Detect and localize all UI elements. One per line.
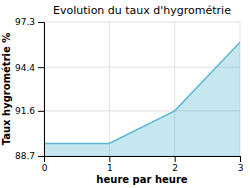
tick: 88.7	[15, 151, 44, 161]
tick-label: 2	[172, 163, 178, 173]
tick-label: 88.7	[15, 151, 35, 161]
grid	[44, 22, 240, 156]
area	[44, 42, 240, 156]
x-axis: 0 1 2 3	[42, 156, 244, 173]
plot: 0 1 2 3 88.7 91.6 94.4 97.3	[15, 17, 243, 173]
tick-label: 3	[238, 163, 244, 173]
marks	[44, 42, 240, 156]
axis-line	[38, 23, 45, 157]
tick: 1	[107, 156, 113, 173]
grid-line-y	[44, 22, 240, 23]
chart-svg: 0 1 2 3 88.7 91.6 94.4 97.3 Evolution du taux d'…	[0, 0, 250, 188]
tick-mark	[109, 156, 110, 162]
y-axis: 88.7 91.6 94.4 97.3	[15, 17, 45, 161]
tick: 3	[238, 156, 244, 173]
tick-mark	[38, 22, 44, 23]
tick-mark	[240, 156, 241, 162]
x-axis-title: heure par heure	[96, 174, 187, 185]
y-axis-title: Taux hygrométrie %	[1, 33, 12, 146]
grid-line-x	[109, 22, 110, 156]
tick: 0	[42, 156, 48, 173]
title: Evolution du taux d'hygrométrie	[53, 4, 231, 17]
tick: 97.3	[15, 17, 44, 27]
tick-mark	[38, 67, 44, 68]
tick-mark	[38, 111, 44, 112]
tick: 91.6	[15, 106, 44, 116]
line	[44, 42, 240, 143]
chart-container: 0 1 2 3 88.7 91.6 94.4 97.3 Evolution du taux d'…	[0, 0, 250, 188]
tick-mark	[38, 156, 44, 157]
tick: 2	[172, 156, 178, 173]
tick-label: 94.4	[15, 63, 35, 73]
tick-label: 1	[107, 163, 113, 173]
axis-line	[45, 157, 241, 163]
grid-line-y	[44, 67, 240, 68]
tick-label: 91.6	[15, 106, 35, 116]
tick-label: 97.3	[15, 17, 35, 27]
tick-mark	[175, 156, 176, 162]
tick: 94.4	[15, 63, 44, 73]
tick-label: 0	[42, 163, 48, 173]
